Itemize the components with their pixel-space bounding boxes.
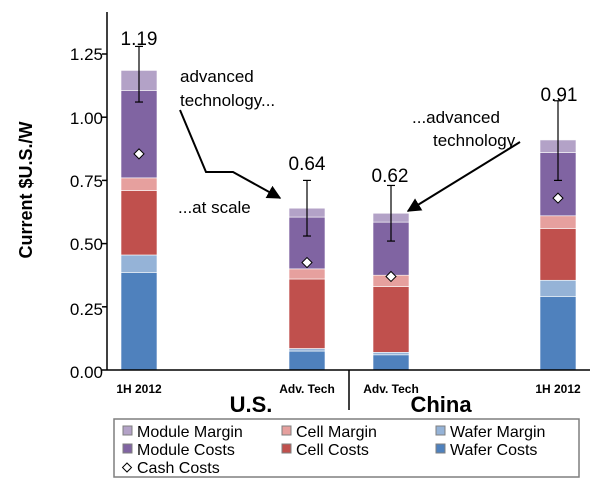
y-tick-label: 1.25 xyxy=(70,45,103,64)
arrow-us xyxy=(179,109,282,199)
legend-label: Wafer Margin xyxy=(450,424,545,441)
total-label: 1.19 xyxy=(121,29,158,50)
cash-cost-markers xyxy=(133,148,564,283)
bar-segment-cell-costs xyxy=(120,190,158,256)
legend-label: Module Margin xyxy=(137,424,243,441)
legend-swatch-module-costs xyxy=(122,443,133,454)
bar-segment-wafer-margin xyxy=(120,254,158,273)
bar-segment-cell-margin xyxy=(288,268,326,280)
annotation-china-line1: ...advanced xyxy=(412,108,500,127)
cash-cost-marker xyxy=(133,148,145,160)
bar-segment-wafer-margin xyxy=(539,279,577,297)
legend-label: Module Costs xyxy=(137,442,235,459)
legend-swatch-module-margin xyxy=(122,425,133,436)
legend-swatch-wafer-margin xyxy=(435,425,446,436)
bar-segment-wafer-costs xyxy=(372,354,410,371)
bar-segment-wafer-costs xyxy=(120,272,158,371)
bar-segment-wafer-costs xyxy=(539,296,577,371)
legend-label: Cash Costs xyxy=(137,460,220,477)
group-label-china: China xyxy=(410,392,472,417)
arrow-china xyxy=(406,141,521,212)
legend-label: Cell Costs xyxy=(296,442,369,459)
bar-segment-cell-costs xyxy=(288,278,326,349)
legend-swatch-cell-costs xyxy=(281,443,292,454)
legend-swatch-cell-margin xyxy=(281,425,292,436)
legend: Module Margin Cell Margin Wafer Margin M… xyxy=(113,418,580,478)
bar-segment-cell-costs xyxy=(539,228,577,281)
annotation-china-line2: technology xyxy=(433,131,516,150)
category-label: Adv. Tech xyxy=(363,382,419,396)
axes xyxy=(102,12,590,410)
category-label: 1H 2012 xyxy=(535,382,581,396)
bar-segment-wafer-margin xyxy=(372,352,410,356)
annotation-us-left-line1: advanced xyxy=(180,67,254,86)
annotation-us-left-line2: technology... xyxy=(180,91,275,110)
total-label: 0.62 xyxy=(372,166,409,187)
bar-segment-cell-costs xyxy=(372,286,410,353)
annotation-us-right: ...at scale xyxy=(178,198,251,217)
legend-label: Wafer Costs xyxy=(450,442,537,459)
bars xyxy=(120,70,577,371)
y-tick-label: 0.00 xyxy=(70,363,103,382)
bar-segment-cell-margin xyxy=(539,215,577,229)
total-label: 0.64 xyxy=(289,154,326,175)
y-tick-label: 1.00 xyxy=(70,109,103,128)
annotation-arrows xyxy=(179,109,521,212)
y-tick-labels: 0.00 0.25 0.50 0.75 1.00 1.25 xyxy=(70,45,103,382)
y-axis-label: Current $U.S./W xyxy=(16,121,36,258)
bar-segment-module-costs xyxy=(120,90,158,179)
cash-cost-marker xyxy=(301,256,313,269)
legend-marker-cash-costs xyxy=(121,462,133,473)
y-tick-label: 0.75 xyxy=(70,172,103,191)
error-bars xyxy=(135,45,562,242)
bar-segment-wafer-costs xyxy=(288,350,326,371)
legend-box xyxy=(113,418,580,478)
y-tick-label: 0.25 xyxy=(70,300,103,319)
group-label-us: U.S. xyxy=(230,392,273,417)
category-label: Adv. Tech xyxy=(279,382,335,396)
legend-swatch-wafer-costs xyxy=(435,443,446,454)
total-label: 0.91 xyxy=(541,85,578,106)
legend-label: Cell Margin xyxy=(296,424,377,441)
cash-cost-marker xyxy=(385,270,397,283)
bar-segment-wafer-margin xyxy=(288,348,326,352)
cash-cost-marker xyxy=(552,192,564,204)
bar-segment-cell-margin xyxy=(120,177,158,191)
category-label: 1H 2012 xyxy=(116,382,162,396)
y-tick-label: 0.50 xyxy=(70,235,103,254)
